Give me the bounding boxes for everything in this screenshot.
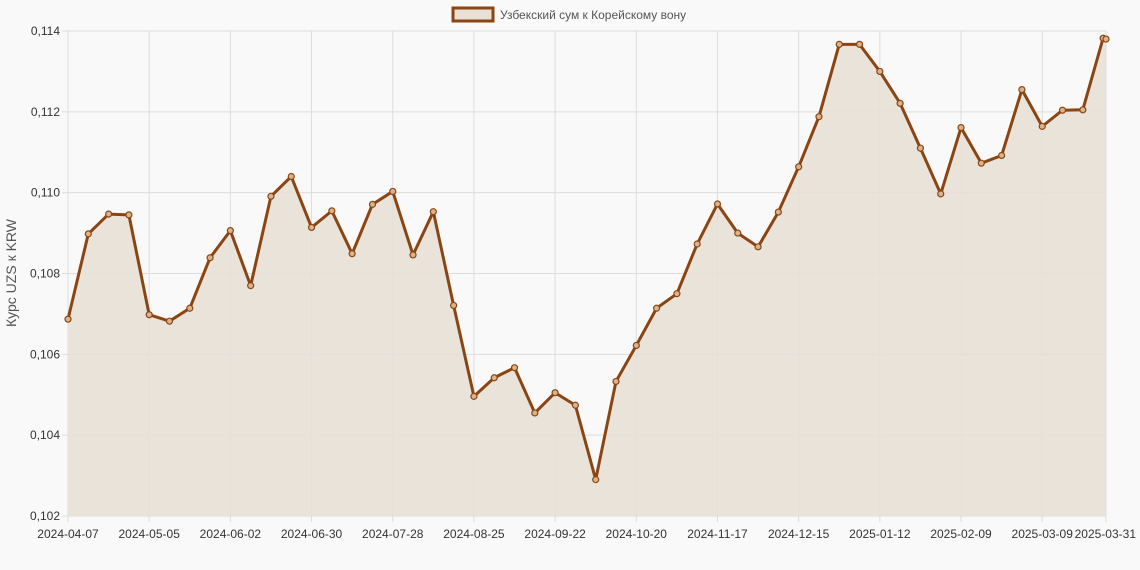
data-point[interactable] [835, 40, 843, 48]
legend-label[interactable]: Узбекский сум к Корейскому вону [500, 8, 686, 22]
data-point[interactable] [389, 187, 397, 196]
x-tick-label: 2024-06-02 [200, 527, 262, 541]
data-point[interactable] [145, 311, 153, 319]
x-tick-label: 2024-08-25 [443, 527, 505, 541]
data-point[interactable] [287, 172, 295, 181]
data-point[interactable] [1079, 106, 1087, 114]
data-point[interactable] [774, 208, 782, 216]
x-tick-label: 2025-03-31 [1075, 527, 1137, 541]
x-tick-label: 2024-11-17 [687, 527, 748, 541]
data-point[interactable] [977, 159, 985, 167]
data-point[interactable] [348, 250, 356, 258]
data-point[interactable] [592, 476, 600, 484]
y-tick-label: 0,110 [31, 186, 60, 200]
data-point[interactable] [186, 304, 194, 312]
data-point[interactable] [429, 208, 437, 216]
data-point[interactable] [855, 40, 864, 48]
data-point[interactable] [1038, 122, 1046, 130]
y-tick-label: 0,112 [31, 105, 60, 119]
data-point[interactable] [734, 229, 742, 237]
data-point[interactable] [652, 304, 661, 312]
legend[interactable]: Узбекский сум к Корейскому вону [451, 6, 686, 23]
area-fill-layer [68, 38, 1106, 517]
x-tick-label: 2024-12-15 [768, 527, 830, 541]
legend-swatch[interactable] [451, 6, 495, 23]
data-point[interactable] [450, 301, 458, 310]
y-axis-title: Курс UZS к KRW [3, 218, 19, 327]
data-point[interactable] [206, 254, 214, 262]
data-point[interactable] [693, 240, 701, 248]
x-tick-label: 2024-09-22 [524, 527, 586, 541]
series-area-fill [68, 38, 1106, 517]
data-point[interactable] [937, 190, 945, 198]
data-point[interactable] [1018, 86, 1026, 94]
data-point[interactable] [247, 282, 255, 290]
data-point[interactable] [957, 123, 965, 132]
y-tick-label: 0,102 [30, 509, 60, 523]
data-point[interactable] [795, 163, 803, 171]
data-point[interactable] [612, 377, 620, 386]
data-point[interactable] [815, 113, 823, 121]
x-tick-label: 2024-06-30 [281, 527, 343, 541]
data-point[interactable] [571, 401, 580, 409]
data-point[interactable] [165, 317, 174, 325]
y-tick-label: 0,108 [30, 267, 60, 281]
data-point[interactable] [713, 200, 722, 208]
data-point[interactable] [876, 67, 884, 76]
data-point[interactable] [531, 409, 539, 417]
y-axis-ticks: 0,102 0,104 0,106 0,108 0,110 0,112 0,114 [30, 24, 60, 523]
x-tick-label: 2024-04-07 [37, 527, 99, 541]
data-point[interactable] [368, 200, 377, 208]
y-tick-label: 0,104 [30, 428, 60, 442]
data-point[interactable] [551, 389, 559, 397]
data-point[interactable] [307, 223, 316, 232]
data-point[interactable] [673, 290, 681, 298]
data-point[interactable] [84, 230, 92, 238]
y-tick-label: 0,114 [31, 24, 60, 38]
data-point[interactable] [125, 211, 133, 219]
data-point[interactable] [64, 315, 72, 323]
data-point[interactable] [916, 144, 925, 152]
x-tick-label: 2024-05-05 [118, 527, 180, 541]
data-point[interactable] [754, 243, 762, 251]
data-point[interactable] [267, 192, 275, 200]
data-point[interactable] [470, 392, 478, 400]
data-point[interactable] [104, 210, 113, 218]
data-points-layer [64, 34, 1110, 484]
data-point[interactable] [409, 251, 417, 259]
x-tick-label: 2024-10-20 [606, 527, 668, 541]
x-tick-label: 2025-01-12 [849, 527, 911, 541]
y-tick-label: 0,106 [30, 347, 60, 361]
data-point[interactable] [328, 207, 336, 215]
data-point[interactable] [632, 341, 640, 350]
data-point[interactable] [1058, 106, 1067, 114]
data-point[interactable] [490, 374, 498, 382]
x-axis-ticks: 2024-04-07 2024-05-05 2024-06-02 2024-06-30… [37, 527, 1136, 541]
data-point[interactable] [998, 151, 1006, 160]
data-point[interactable] [226, 227, 234, 235]
x-tick-label: 2025-03-09 [1012, 527, 1074, 541]
x-tick-label: 2025-02-09 [930, 527, 992, 541]
data-point[interactable] [510, 364, 519, 372]
data-point[interactable] [896, 99, 904, 107]
x-tick-label: 2024-07-28 [362, 527, 424, 541]
data-point[interactable] [1102, 35, 1110, 43]
